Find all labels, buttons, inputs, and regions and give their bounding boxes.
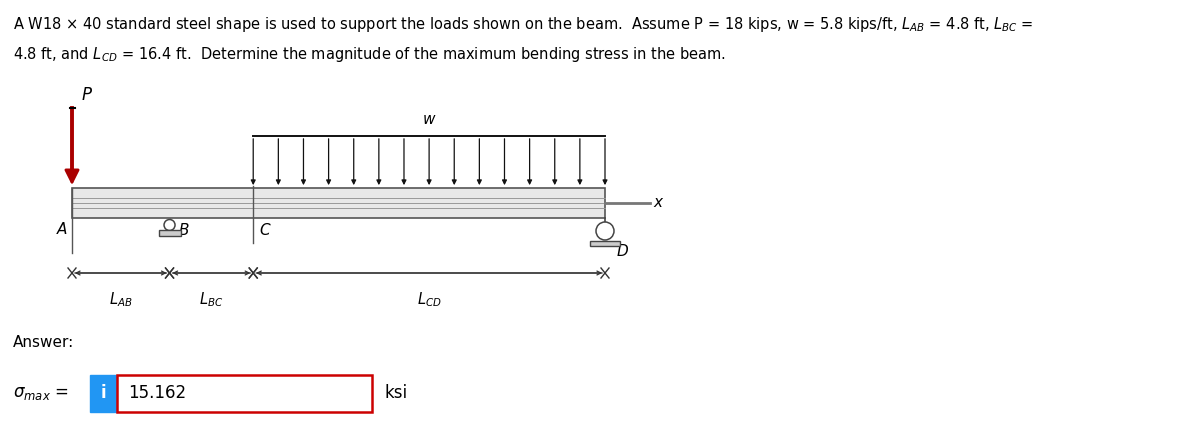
Text: $\sigma_{max}$ =: $\sigma_{max}$ = (13, 384, 68, 402)
Text: A: A (56, 222, 67, 237)
Text: A W18 × 40 standard steel shape is used to support the loads shown on the beam. : A W18 × 40 standard steel shape is used … (13, 15, 1033, 34)
Circle shape (164, 220, 175, 230)
Text: $L_{AB}$: $L_{AB}$ (109, 290, 132, 309)
Text: Answer:: Answer: (13, 335, 74, 350)
Text: w: w (422, 112, 436, 127)
Circle shape (596, 222, 614, 240)
FancyBboxPatch shape (116, 375, 372, 411)
Text: D: D (617, 244, 629, 259)
Bar (590, 241, 620, 246)
Text: $L_{CD}$: $L_{CD}$ (416, 290, 442, 309)
Text: x: x (653, 194, 662, 210)
Text: P: P (82, 86, 92, 104)
Text: ksi: ksi (385, 384, 408, 402)
Text: C: C (259, 223, 270, 238)
Bar (72, 188, 605, 218)
FancyBboxPatch shape (90, 375, 116, 411)
Text: B: B (179, 223, 190, 238)
Text: $L_{BC}$: $L_{BC}$ (199, 290, 223, 309)
Text: i: i (101, 384, 106, 402)
Text: 4.8 ft, and $L_{CD}$ = 16.4 ft.  Determine the magnitude of the maximum bending : 4.8 ft, and $L_{CD}$ = 16.4 ft. Determin… (13, 45, 726, 64)
Bar (158, 230, 180, 236)
Text: 15.162: 15.162 (128, 384, 187, 402)
